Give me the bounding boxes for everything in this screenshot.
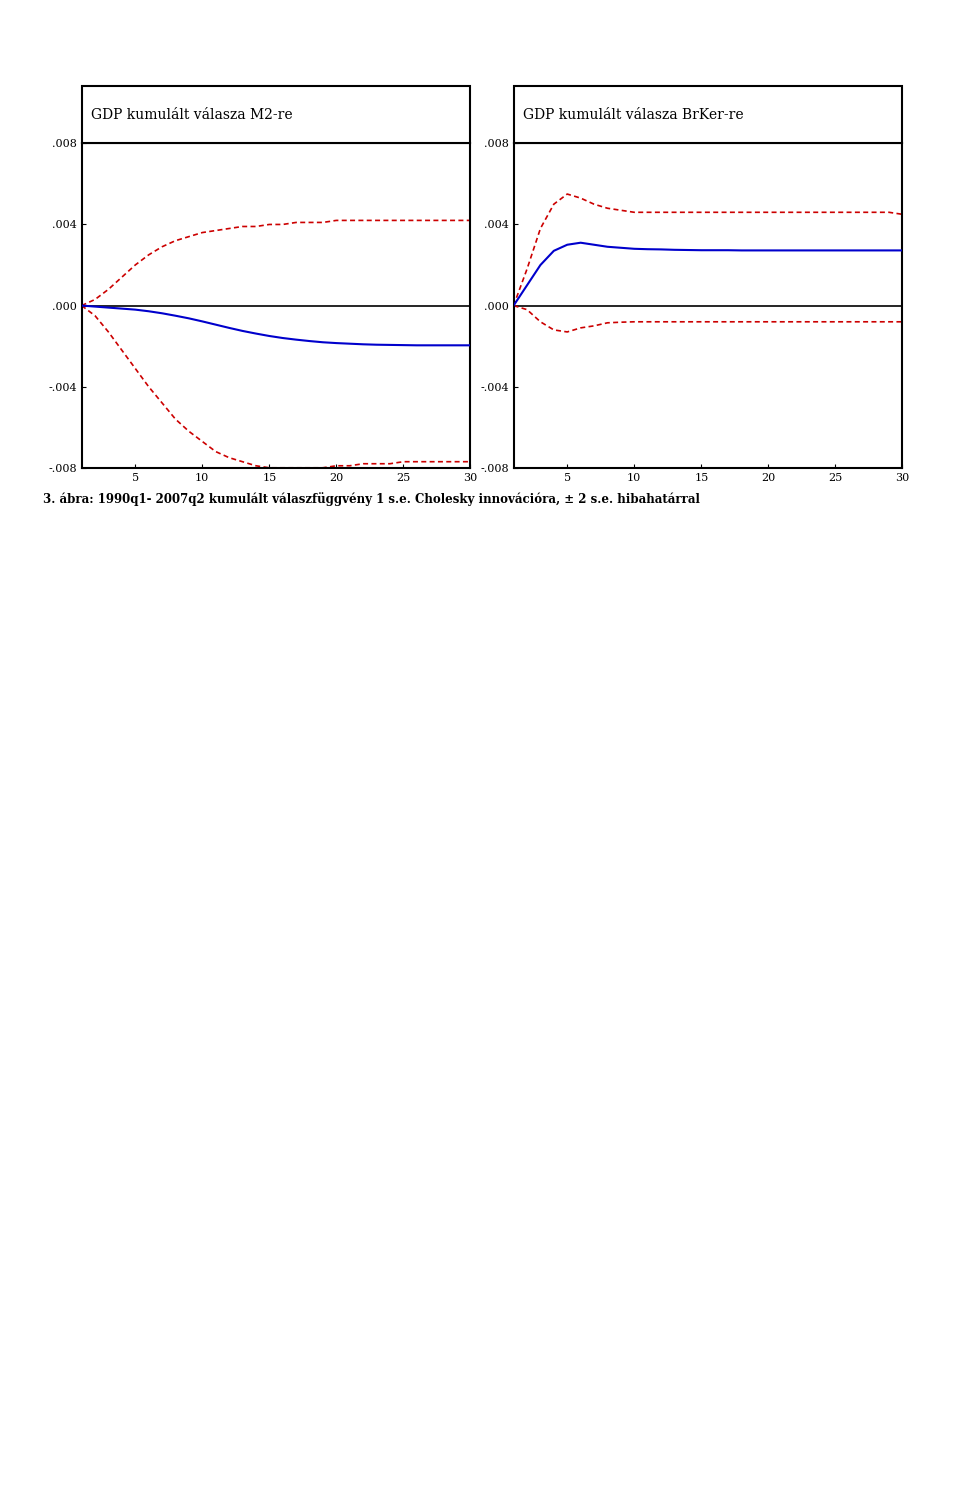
Text: 3. ábra: 1990q1- 2007q2 kumulált válaszfüggvény 1 s.e. Cholesky innovációra, ± 2: 3. ábra: 1990q1- 2007q2 kumulált válaszf…	[43, 492, 700, 506]
Text: GDP kumulált válasza M2-re: GDP kumulált válasza M2-re	[91, 107, 293, 122]
Text: GDP kumulált válasza BrKer-re: GDP kumulált válasza BrKer-re	[523, 107, 744, 122]
